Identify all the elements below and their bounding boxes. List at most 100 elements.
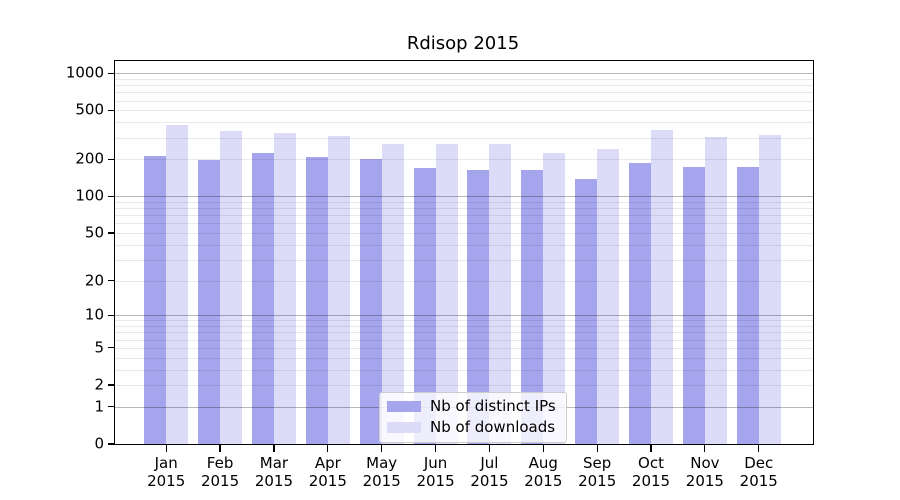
x-tick-label-jul: Jul 2015 <box>470 454 508 490</box>
x-tick-label-feb: Feb 2015 <box>201 454 239 490</box>
y-tick-2 <box>108 384 115 386</box>
y-tick-label-500: 500 <box>75 100 104 119</box>
y-tick-200 <box>108 158 115 161</box>
gridline-minor-20 <box>115 280 813 282</box>
legend-swatch-downloads <box>387 422 421 433</box>
gridline-minor-7 <box>115 332 813 334</box>
x-tick-label-dec: Dec 2015 <box>740 454 778 490</box>
legend-row-downloads: Nb of downloads <box>387 419 556 436</box>
x-tick-label-mar: Mar 2015 <box>255 454 293 490</box>
x-tick-label-may: May 2015 <box>363 454 401 490</box>
bar-downloads-sep <box>597 149 620 444</box>
x-label-month: Sep <box>583 454 612 472</box>
bar-distinct-ips-apr <box>305 156 328 444</box>
x-tick-feb <box>219 445 221 452</box>
y-tick-label-5: 5 <box>94 338 104 357</box>
x-tick-label-sep: Sep 2015 <box>578 454 616 490</box>
x-label-month: Apr <box>314 454 341 472</box>
gridline-minor-40 <box>115 244 813 246</box>
x-tick-label-apr: Apr 2015 <box>309 454 347 490</box>
x-label-month: Aug <box>528 454 558 472</box>
x-tick-mar <box>273 445 275 452</box>
x-tick-sep <box>596 445 598 452</box>
x-label-year: 2015 <box>254 472 294 490</box>
x-label-year: 2015 <box>578 472 617 490</box>
y-tick-label-1000: 1000 <box>65 63 104 82</box>
chart-title: Rdisop 2015 <box>406 33 520 54</box>
bar-distinct-ips-nov <box>682 166 705 444</box>
y-tick-20 <box>108 280 115 282</box>
y-tick-label-50: 50 <box>84 223 104 242</box>
bar-distinct-ips-mar <box>251 153 274 444</box>
x-label-year: 2015 <box>416 472 455 490</box>
x-tick-may <box>381 445 383 452</box>
bar-downloads-jun <box>435 143 458 444</box>
bar-distinct-ips-oct <box>629 163 652 444</box>
gridline-minor-70 <box>115 215 813 217</box>
x-label-year: 2015 <box>308 472 347 490</box>
bar-distinct-ips-jan <box>144 155 167 444</box>
bar-downloads-dec <box>758 135 781 444</box>
x-label-month: Jul <box>480 454 499 472</box>
x-tick-label-oct: Oct 2015 <box>632 454 670 490</box>
gridline-minor-80 <box>115 208 813 210</box>
x-tick-label-jan: Jan 2015 <box>147 454 185 490</box>
y-tick-label-2: 2 <box>94 375 104 394</box>
gridline-major-100 <box>115 196 813 198</box>
x-tick-label-jun: Jun 2015 <box>416 454 454 490</box>
bar-distinct-ips-dec <box>736 166 759 444</box>
gridline-minor-6 <box>115 339 813 341</box>
bar-downloads-mar <box>273 132 296 444</box>
x-label-year: 2015 <box>470 472 509 490</box>
legend: Nb of distinct IPs Nb of downloads <box>379 392 567 443</box>
bar-downloads-jan <box>166 124 189 444</box>
bar-downloads-feb <box>220 131 243 444</box>
gridline-minor-400 <box>115 122 813 124</box>
x-label-month: May <box>366 454 398 472</box>
x-label-month: Mar <box>259 454 289 472</box>
gridline-minor-300 <box>115 137 813 139</box>
y-tick-label-0: 0 <box>94 434 104 453</box>
bar-downloads-apr <box>327 136 350 444</box>
x-label-month: Jan <box>154 454 178 472</box>
bar-downloads-aug <box>543 153 566 444</box>
x-label-year: 2015 <box>524 472 563 490</box>
gridline-minor-2 <box>115 385 813 387</box>
gridline-minor-50 <box>115 233 813 235</box>
x-label-month: Dec <box>744 454 774 472</box>
y-tick-100 <box>108 195 115 197</box>
x-label-month: Jun <box>423 454 448 472</box>
bar-downloads-jul <box>489 144 512 444</box>
y-tick-label-200: 200 <box>75 149 104 168</box>
bar-downloads-oct <box>651 129 674 444</box>
gridline-minor-5 <box>115 347 813 349</box>
gridline-major-1000 <box>115 73 813 75</box>
y-tick-label-1: 1 <box>94 397 104 416</box>
x-label-year: 2015 <box>685 472 724 490</box>
legend-label-downloads: Nb of downloads <box>430 418 556 436</box>
gridline-minor-200 <box>115 159 813 161</box>
gridline-minor-8 <box>115 326 813 328</box>
x-tick-apr <box>327 445 329 452</box>
x-tick-oct <box>650 445 652 452</box>
x-label-month: Feb <box>206 454 234 472</box>
bar-distinct-ips-sep <box>575 178 598 444</box>
bar-distinct-ips-may <box>359 159 382 444</box>
y-tick-label-10: 10 <box>84 305 104 324</box>
y-tick-label-20: 20 <box>84 271 104 290</box>
y-tick-0 <box>108 443 115 445</box>
plot-area: 0 1 2 5 10 20 50 100 200 500 1000 Jan 2015 Feb 2015 Mar… <box>66 60 814 490</box>
x-tick-nov <box>704 445 706 452</box>
gridline-minor-500 <box>115 110 813 112</box>
gridline-minor-30 <box>115 259 813 261</box>
bar-distinct-ips-feb <box>198 160 221 444</box>
gridline-minor-9 <box>115 320 813 322</box>
gridline-minor-3 <box>115 369 813 371</box>
bar-distinct-ips-jun <box>413 167 436 444</box>
y-tick-10 <box>108 314 115 316</box>
y-tick-1 <box>108 406 115 408</box>
gridline-minor-600 <box>115 100 813 102</box>
y-tick-label-100: 100 <box>75 186 104 205</box>
gridline-minor-60 <box>115 223 813 225</box>
